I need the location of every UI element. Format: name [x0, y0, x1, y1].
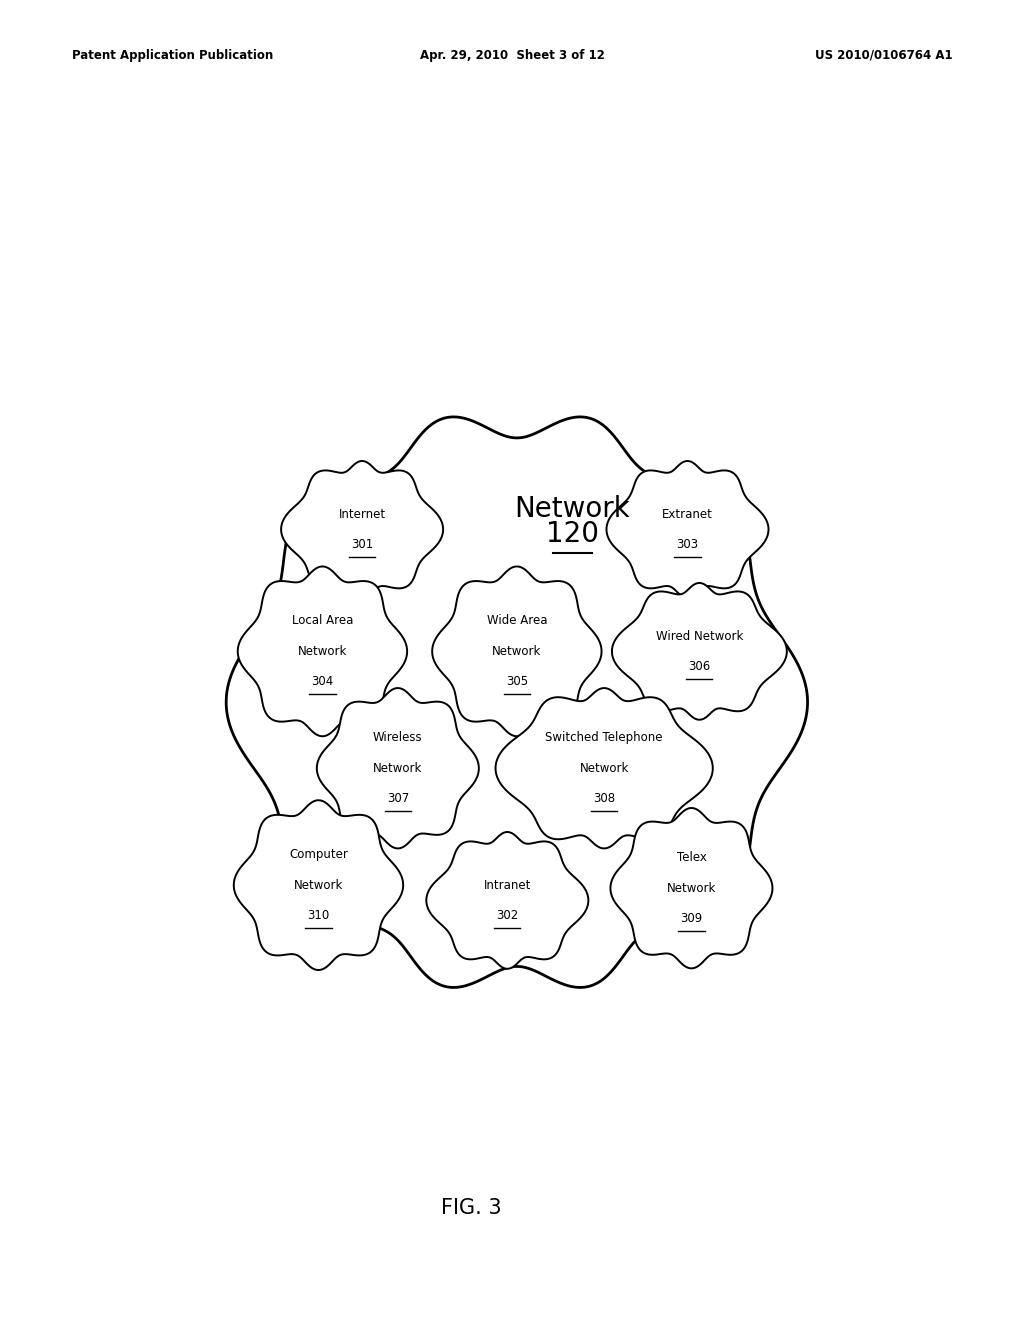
- Polygon shape: [496, 688, 713, 849]
- Text: Network: Network: [298, 645, 347, 657]
- Text: 308: 308: [593, 792, 615, 805]
- Text: Extranet: Extranet: [663, 508, 713, 520]
- Text: US 2010/0106764 A1: US 2010/0106764 A1: [815, 49, 952, 62]
- Text: Wired Network: Wired Network: [655, 630, 743, 643]
- Text: 309: 309: [680, 912, 702, 925]
- Text: 120: 120: [546, 520, 599, 549]
- Polygon shape: [606, 461, 768, 598]
- Text: Network: Network: [294, 879, 343, 891]
- Text: Internet: Internet: [339, 508, 386, 520]
- Text: Patent Application Publication: Patent Application Publication: [72, 49, 273, 62]
- Polygon shape: [282, 461, 443, 598]
- Text: 310: 310: [307, 909, 330, 923]
- Polygon shape: [426, 832, 589, 969]
- Text: Switched Telephone: Switched Telephone: [546, 731, 663, 744]
- Text: FIG. 3: FIG. 3: [440, 1197, 502, 1218]
- Polygon shape: [432, 566, 601, 737]
- Text: Network: Network: [373, 762, 423, 775]
- Text: Network: Network: [493, 645, 542, 657]
- Text: Network: Network: [580, 762, 629, 775]
- Text: 302: 302: [497, 909, 518, 923]
- Text: Intranet: Intranet: [483, 879, 531, 891]
- Polygon shape: [233, 800, 403, 970]
- Text: Wide Area: Wide Area: [486, 614, 547, 627]
- Polygon shape: [612, 583, 786, 719]
- Text: Wireless: Wireless: [373, 731, 423, 744]
- Polygon shape: [238, 566, 408, 737]
- Text: Telex: Telex: [677, 851, 707, 865]
- Text: 303: 303: [677, 539, 698, 552]
- Text: Network: Network: [667, 882, 716, 895]
- Text: Apr. 29, 2010  Sheet 3 of 12: Apr. 29, 2010 Sheet 3 of 12: [420, 49, 604, 62]
- Polygon shape: [610, 808, 772, 969]
- Text: Local Area: Local Area: [292, 614, 353, 627]
- Polygon shape: [226, 417, 808, 987]
- Text: Network: Network: [514, 495, 631, 523]
- Text: 305: 305: [506, 676, 528, 688]
- Text: 301: 301: [351, 539, 373, 552]
- Polygon shape: [316, 688, 479, 849]
- Text: Computer: Computer: [289, 849, 348, 861]
- Text: 306: 306: [688, 660, 711, 673]
- Text: 307: 307: [387, 792, 409, 805]
- Text: 304: 304: [311, 676, 334, 688]
